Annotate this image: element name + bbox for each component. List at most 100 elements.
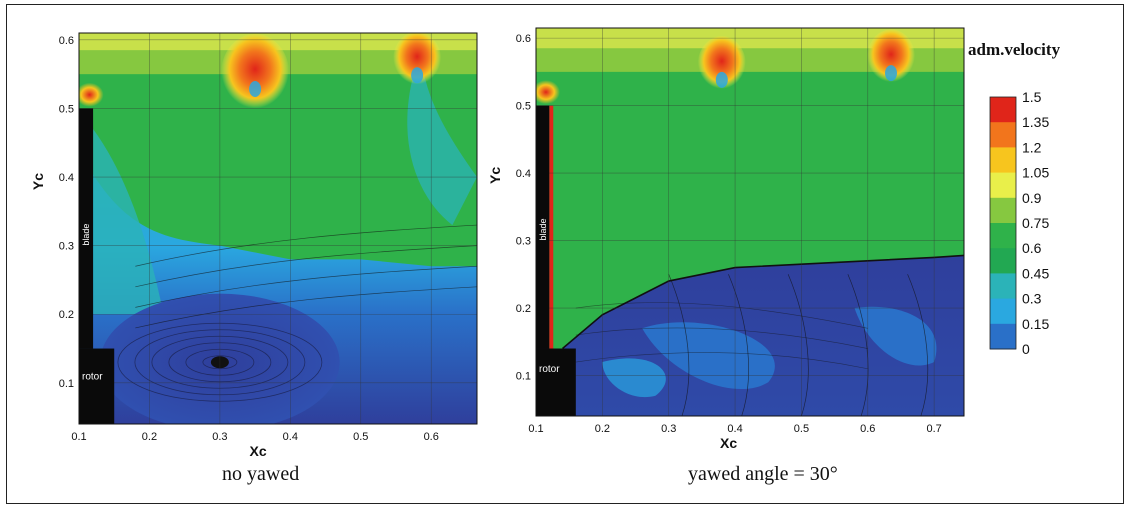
colorbar-level-label: 0	[1022, 341, 1030, 357]
low-velocity-tip	[715, 71, 728, 88]
x-tick-label: 0.5	[353, 431, 368, 443]
low-velocity-tip	[411, 67, 424, 84]
x-tick-label: 0.3	[212, 431, 227, 443]
plot-border	[535, 27, 965, 417]
colorbar-swatch	[990, 172, 1016, 199]
high-velocity-spot	[221, 33, 290, 113]
x-tick-label: 0.4	[283, 431, 298, 443]
colorbar-swatch	[990, 298, 1016, 325]
colorbar-title: adm.velocity	[968, 40, 1061, 59]
colorbar-swatch	[990, 273, 1016, 300]
streamline	[135, 286, 477, 329]
y-tick-label: 0.4	[59, 172, 74, 184]
high-velocity-spot	[536, 80, 560, 105]
caption-yawed: yawed angle = 30°	[688, 463, 838, 485]
streamline	[728, 274, 749, 416]
y-axis-label: Yc	[487, 167, 503, 184]
x-tick-label: 0.5	[794, 423, 809, 435]
rotor-body	[536, 348, 576, 416]
colorbar-swatch	[990, 223, 1016, 249]
colorbar-level-label: 0.9	[1022, 190, 1042, 206]
plot-border	[78, 32, 478, 425]
colorbar-level-label: 0.15	[1022, 316, 1049, 332]
colorbar-swatch	[990, 323, 1016, 350]
y-tick-label: 0.5	[59, 103, 74, 115]
streamline	[135, 224, 477, 267]
x-tick-label: 0.1	[71, 431, 86, 443]
colorbar-level-label: 0.75	[1022, 215, 1049, 231]
cyan-tongue	[407, 74, 477, 226]
colorbar-level-label: 1.2	[1022, 139, 1042, 155]
y-tick-label: 0.6	[516, 33, 531, 45]
figure-frame	[6, 4, 1124, 504]
blade-rim	[549, 105, 554, 349]
colorbar-swatch	[990, 122, 1016, 148]
y-tick-label: 0.6	[59, 35, 74, 47]
high-velocity-spot	[393, 33, 442, 87]
colorbar-swatch	[990, 97, 1016, 123]
low-velocity-tip	[885, 65, 898, 82]
colorbar-border	[989, 96, 1017, 350]
rotor-body	[79, 348, 115, 424]
high-velocity-spot	[867, 29, 916, 85]
colorbar-swatch	[990, 197, 1016, 224]
streamline	[847, 274, 869, 416]
streamline	[668, 274, 690, 416]
blade-label: blade	[538, 219, 548, 241]
colorbar-level-label: 0.45	[1022, 265, 1049, 281]
colorbar-level-label: 0.6	[1022, 240, 1042, 256]
plume-near-blade	[93, 129, 164, 315]
mid-blue-patch	[642, 322, 775, 390]
y-axis-label: Yc	[30, 173, 46, 190]
streamline	[907, 274, 929, 416]
y-tick-label: 0.1	[516, 371, 531, 383]
colorbar-swatch	[990, 248, 1016, 274]
blade-label: blade	[81, 224, 91, 246]
field-top-edge	[79, 33, 477, 51]
caption-no-yawed: no yawed	[222, 463, 300, 485]
velocity-field	[79, 33, 477, 424]
plot-yawed-30: blade rotor 0.1 0.2 0.3 0.4 0.5 0.6 0.7 0.1 0.2 0.3…	[487, 27, 965, 451]
high-velocity-spot	[697, 36, 746, 92]
light-blue-patch	[602, 358, 666, 398]
colorbar-level-label: 0.3	[1022, 291, 1042, 307]
colorbar-level-label: 1.05	[1022, 165, 1049, 181]
y-tick-label: 0.3	[516, 236, 531, 248]
y-tick-label: 0.4	[516, 168, 531, 180]
x-tick-label: 0.2	[142, 431, 157, 443]
rotor-label: rotor	[539, 364, 560, 375]
y-tick-label: 0.5	[516, 101, 531, 113]
y-tick-label: 0.3	[59, 241, 74, 253]
colorbar-level-label: 1.5	[1022, 89, 1042, 105]
y-tick-label: 0.2	[516, 303, 531, 315]
x-tick-label: 0.1	[528, 423, 543, 435]
streamline	[575, 352, 868, 370]
streamline	[135, 245, 477, 288]
separation-line	[562, 254, 964, 350]
x-axis-label: Xc	[250, 443, 267, 459]
x-tick-label: 0.7	[926, 423, 941, 435]
y-tick-label: 0.2	[59, 309, 74, 321]
high-velocity-spot	[79, 82, 104, 107]
streamline	[787, 274, 809, 416]
blade-body	[79, 108, 94, 349]
streamline	[575, 302, 868, 329]
x-tick-label: 0.2	[595, 423, 610, 435]
x-tick-label: 0.3	[661, 423, 676, 435]
colorbar: 1.5 1.35 1.2 1.05 0.9 0.75 0.6 0.45 0.3 0.15 0 adm.…	[968, 40, 1061, 357]
mid-blue-patch	[854, 306, 937, 366]
streamline	[135, 265, 477, 308]
blade-body	[536, 105, 550, 349]
colorbar-swatch	[990, 147, 1016, 174]
x-tick-label: 0.6	[424, 431, 439, 443]
x-tick-label: 0.6	[860, 423, 875, 435]
streamline	[575, 327, 868, 349]
velocity-field	[536, 28, 964, 416]
rotor-label: rotor	[82, 371, 103, 382]
y-tick-label: 0.1	[59, 378, 74, 390]
colorbar-level-label: 1.35	[1022, 114, 1049, 130]
plot-no-yawed: blade rotor 0.1 0.2 0.3 0.4 0.5 0.6 0.1 0.2 0.3 0.4…	[30, 32, 478, 459]
x-tick-label: 0.4	[727, 423, 742, 435]
x-axis-label: Xc	[720, 435, 737, 451]
